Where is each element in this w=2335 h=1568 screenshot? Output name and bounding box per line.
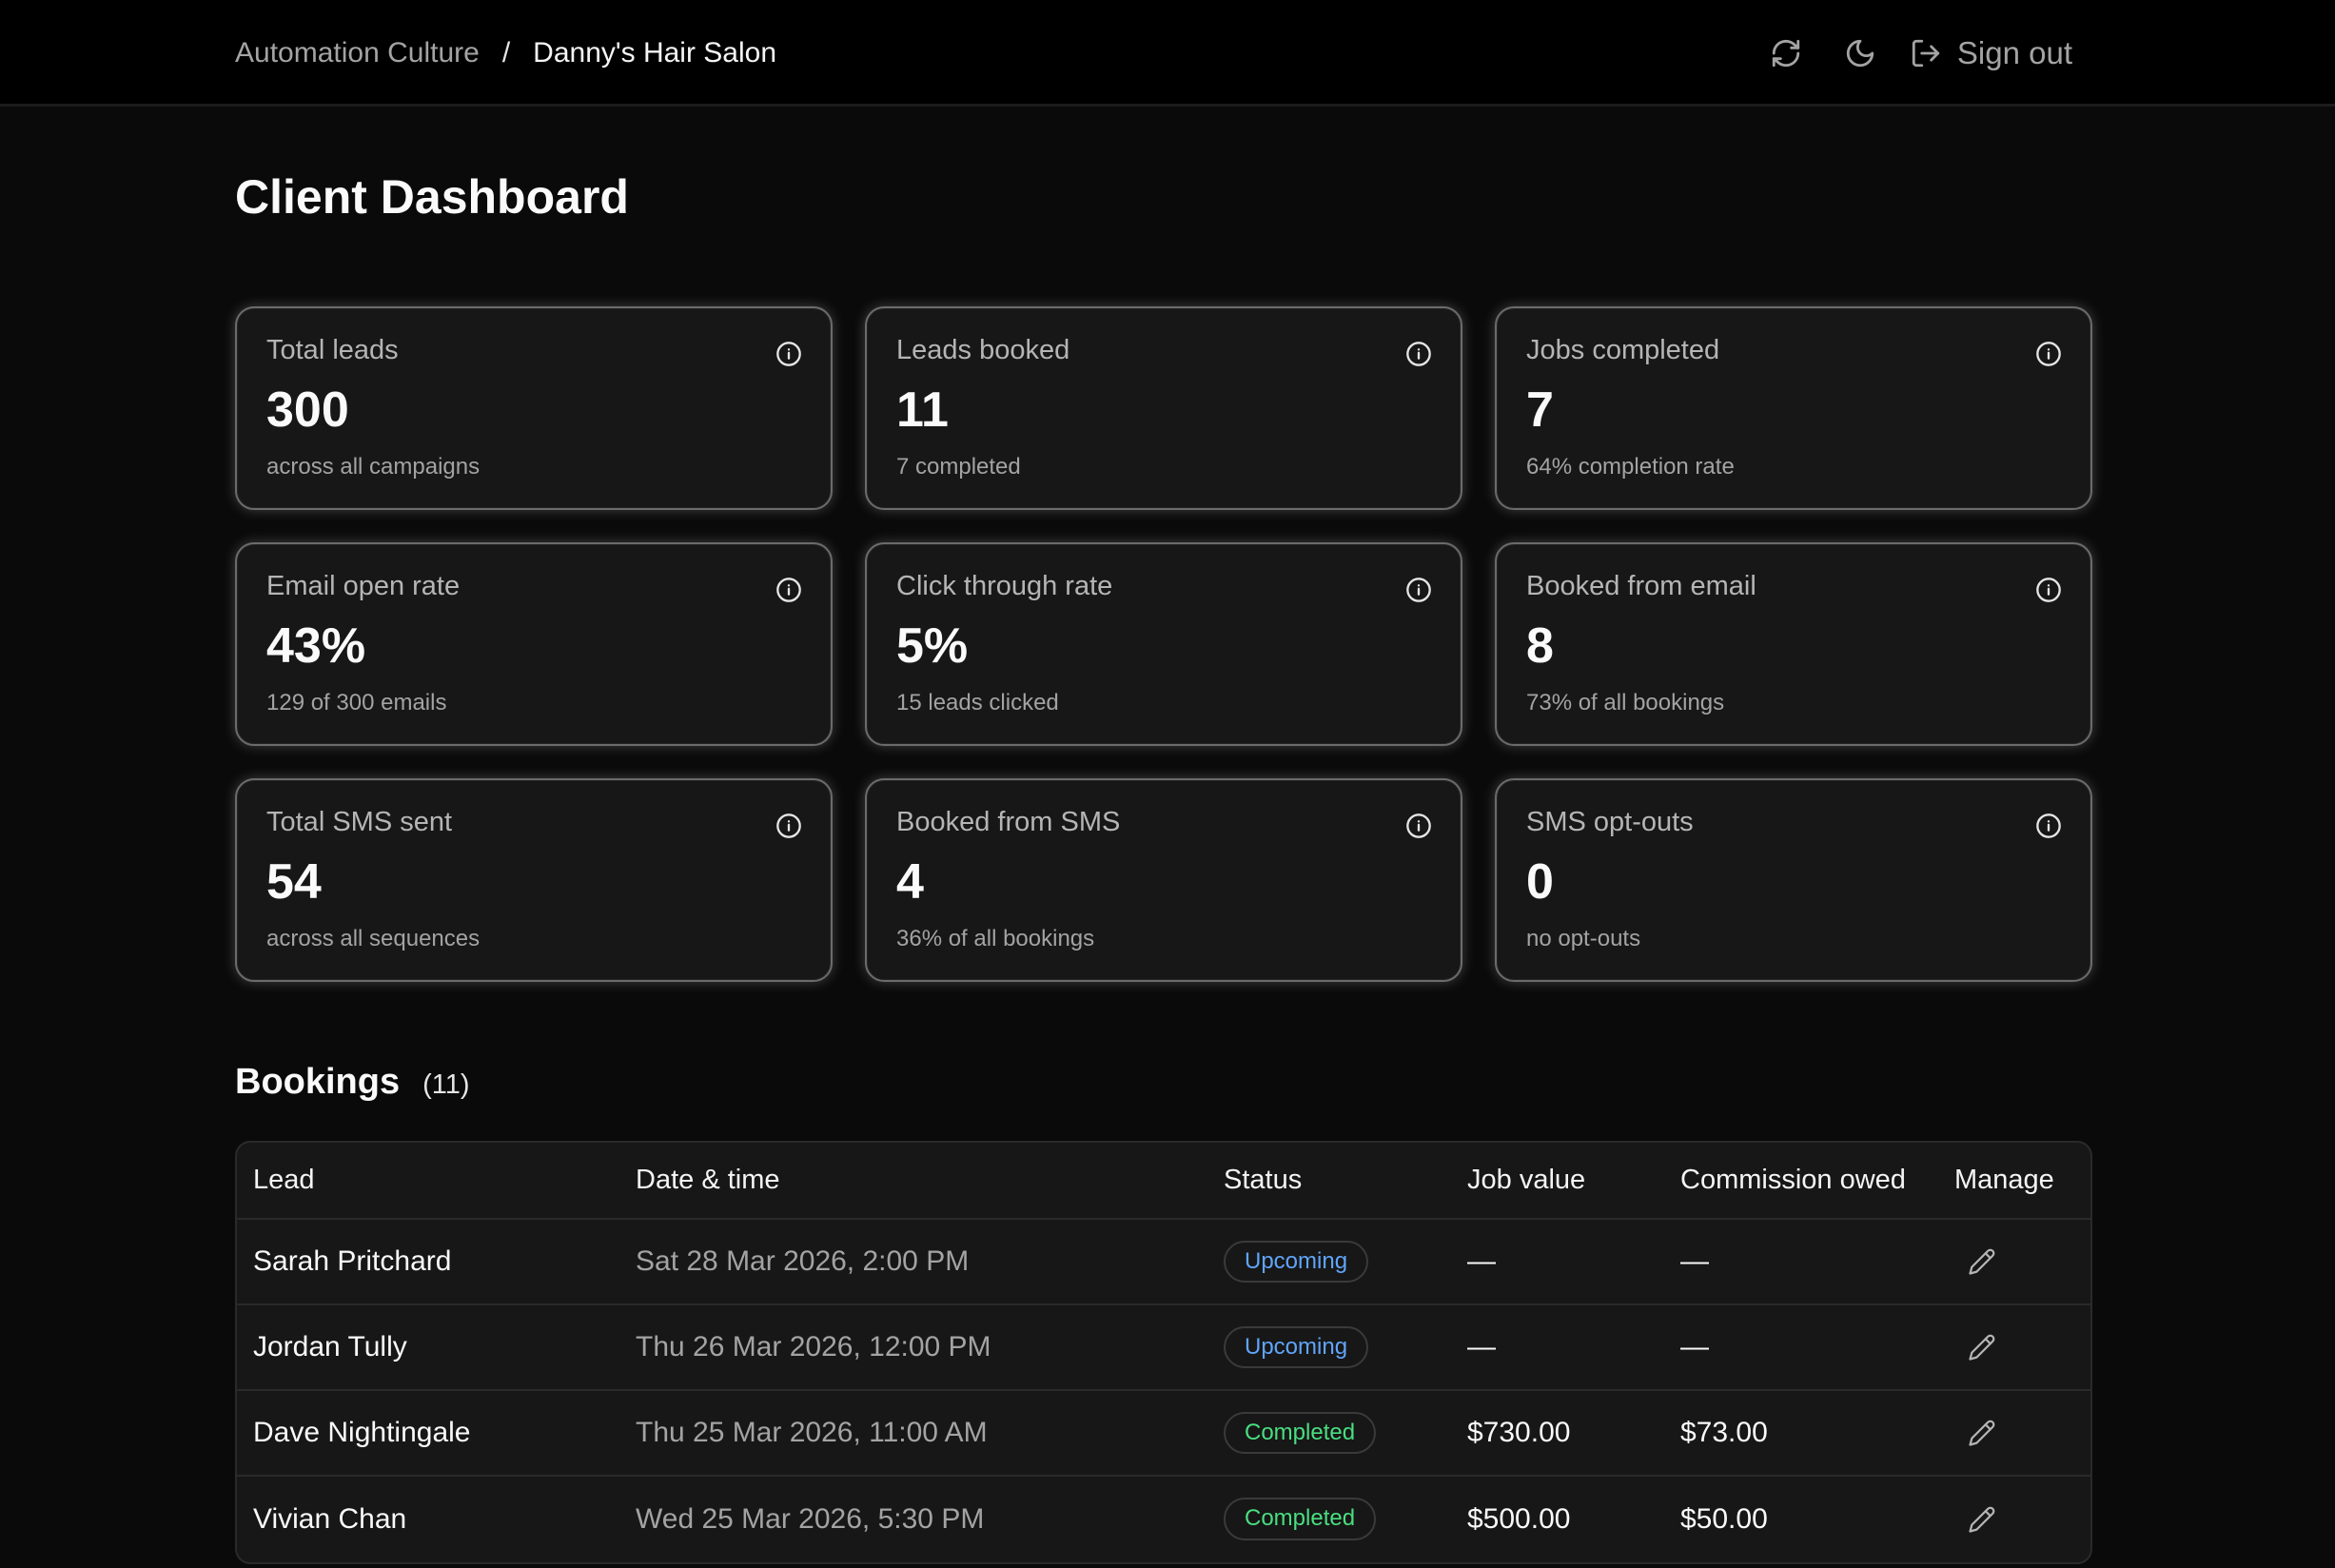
- bookings-table: Lead Date & time Status Job value Commis…: [235, 1141, 2092, 1564]
- table-row: Sarah Pritchard Sat 28 Mar 2026, 2:00 PM…: [237, 1219, 2090, 1305]
- stats-grid: Total leads 300 across all campaigns Lea…: [235, 306, 2092, 982]
- stat-label: Total SMS sent: [266, 807, 453, 837]
- job-value: $730.00: [1451, 1390, 1664, 1477]
- stat-card-total-sms-sent: Total SMS sent 54 across all sequences: [235, 778, 833, 982]
- breadcrumb: Automation Culture / Danny's Hair Salon: [235, 34, 776, 72]
- top-bar: Automation Culture / Danny's Hair Salon …: [0, 0, 2335, 107]
- info-icon[interactable]: [775, 577, 802, 603]
- column-header-manage: Manage: [1938, 1143, 2090, 1220]
- stat-subtext: 64% completion rate: [1526, 454, 1735, 480]
- breadcrumb-current: Danny's Hair Salon: [533, 37, 777, 69]
- pencil-icon[interactable]: [1968, 1333, 1996, 1362]
- stat-label: Email open rate: [266, 571, 461, 601]
- status-badge: Upcoming: [1224, 1325, 1369, 1369]
- bookings-title: Bookings: [235, 1062, 401, 1102]
- lead-name: Sarah Pritchard: [237, 1219, 619, 1305]
- table-row: Jordan Tully Thu 26 Mar 2026, 12:00 PM U…: [237, 1304, 2090, 1391]
- pencil-icon[interactable]: [1968, 1247, 1996, 1276]
- booking-datetime: Wed 25 Mar 2026, 5:30 PM: [636, 1502, 985, 1535]
- commission-owed: —: [1664, 1304, 1938, 1391]
- stat-value: 43%: [266, 618, 366, 674]
- stat-card-email-open-rate: Email open rate 43% 129 of 300 emails: [235, 542, 833, 746]
- stat-card-leads-booked: Leads booked 11 7 completed: [865, 306, 1462, 510]
- column-header-status: Status: [1207, 1143, 1451, 1220]
- theme-toggle-button[interactable]: [1835, 29, 1885, 78]
- job-value: —: [1451, 1304, 1664, 1391]
- info-icon[interactable]: [775, 813, 802, 839]
- column-header-job-value: Job value: [1451, 1143, 1664, 1220]
- stat-value: 11: [896, 382, 949, 438]
- stat-value: 54: [266, 854, 322, 910]
- breadcrumb-separator: /: [501, 37, 511, 69]
- stat-subtext: 36% of all bookings: [896, 926, 1095, 951]
- stat-subtext: 129 of 300 emails: [266, 690, 447, 715]
- stat-label: Total leads: [266, 335, 399, 365]
- stat-card-click-through-rate: Click through rate 5% 15 leads clicked: [865, 542, 1462, 746]
- status-badge: Upcoming: [1224, 1240, 1369, 1284]
- breadcrumb-root[interactable]: Automation Culture: [235, 37, 480, 69]
- status-badge: Completed: [1224, 1498, 1377, 1540]
- sign-out-icon: [1912, 39, 1940, 68]
- lead-name: Vivian Chan: [253, 1502, 407, 1535]
- lead-name: Dave Nightingale: [237, 1390, 619, 1477]
- stat-label: SMS opt-outs: [1526, 807, 1694, 837]
- booking-datetime: Sat 28 Mar 2026, 2:00 PM: [619, 1219, 1207, 1305]
- refresh-button[interactable]: [1761, 29, 1811, 78]
- info-icon[interactable]: [2035, 813, 2062, 839]
- info-icon[interactable]: [1405, 341, 1432, 367]
- column-header-datetime: Date & time: [619, 1143, 1207, 1220]
- stat-subtext: across all sequences: [266, 926, 481, 951]
- page-title: Client Dashboard: [235, 170, 629, 224]
- info-icon[interactable]: [775, 341, 802, 367]
- bookings-heading: Bookings (11): [235, 1062, 470, 1103]
- stat-subtext: across all campaigns: [266, 454, 481, 480]
- status-badge: Completed: [1224, 1411, 1377, 1455]
- stat-value: 5%: [896, 618, 969, 674]
- stat-card-total-leads: Total leads 300 across all campaigns: [235, 306, 833, 510]
- info-icon[interactable]: [2035, 577, 2062, 603]
- stat-card-jobs-completed: Jobs completed 7 64% completion rate: [1495, 306, 2092, 510]
- commission-owed: —: [1664, 1219, 1938, 1305]
- pencil-icon[interactable]: [1968, 1419, 1996, 1447]
- stat-label: Jobs completed: [1526, 335, 1720, 365]
- info-icon[interactable]: [1405, 813, 1432, 839]
- job-value: —: [1451, 1219, 1664, 1305]
- stat-value: 7: [1526, 382, 1554, 438]
- booking-datetime: Thu 26 Mar 2026, 12:00 PM: [619, 1304, 1207, 1391]
- booking-datetime: Thu 25 Mar 2026, 11:00 AM: [619, 1390, 1207, 1477]
- job-value: $500.00: [1467, 1502, 1571, 1535]
- stat-label: Booked from email: [1526, 571, 1756, 601]
- table-row: Vivian Chan Wed 25 Mar 2026, 5:30 PM Com…: [237, 1476, 2090, 1561]
- stat-value: 300: [266, 382, 349, 438]
- stat-subtext: 7 completed: [896, 454, 1021, 480]
- header-actions: Sign out: [1737, 29, 2072, 78]
- bookings-count: (11): [422, 1069, 470, 1100]
- sign-out-button[interactable]: Sign out: [1910, 35, 2072, 71]
- column-header-commission: Commission owed: [1664, 1143, 1938, 1220]
- stat-subtext: 15 leads clicked: [896, 690, 1059, 715]
- commission-owed: $73.00: [1664, 1390, 1938, 1477]
- sign-out-label: Sign out: [1956, 35, 2072, 70]
- stat-card-booked-from-sms: Booked from SMS 4 36% of all bookings: [865, 778, 1462, 982]
- pencil-icon[interactable]: [1968, 1505, 1996, 1534]
- table-row: Dave Nightingale Thu 25 Mar 2026, 11:00 …: [237, 1390, 2090, 1477]
- stat-subtext: no opt-outs: [1526, 926, 1641, 951]
- stat-value: 0: [1526, 854, 1554, 910]
- info-icon[interactable]: [2035, 341, 2062, 367]
- column-header-lead: Lead: [237, 1143, 619, 1220]
- stat-label: Click through rate: [896, 571, 1113, 601]
- table-header-row: Lead Date & time Status Job value Commis…: [237, 1143, 2090, 1220]
- stat-card-sms-opt-outs: SMS opt-outs 0 no opt-outs: [1495, 778, 2092, 982]
- info-icon[interactable]: [1405, 577, 1432, 603]
- stat-label: Booked from SMS: [896, 807, 1121, 837]
- stat-subtext: 73% of all bookings: [1526, 690, 1725, 715]
- stat-value: 4: [896, 854, 924, 910]
- stat-value: 8: [1526, 618, 1554, 674]
- stat-label: Leads booked: [896, 335, 1070, 365]
- commission-owed: $50.00: [1680, 1502, 1768, 1535]
- lead-name: Jordan Tully: [237, 1304, 619, 1391]
- moon-icon: [1846, 39, 1874, 68]
- refresh-icon: [1772, 39, 1800, 68]
- stat-card-booked-from-email: Booked from email 8 73% of all bookings: [1495, 542, 2092, 746]
